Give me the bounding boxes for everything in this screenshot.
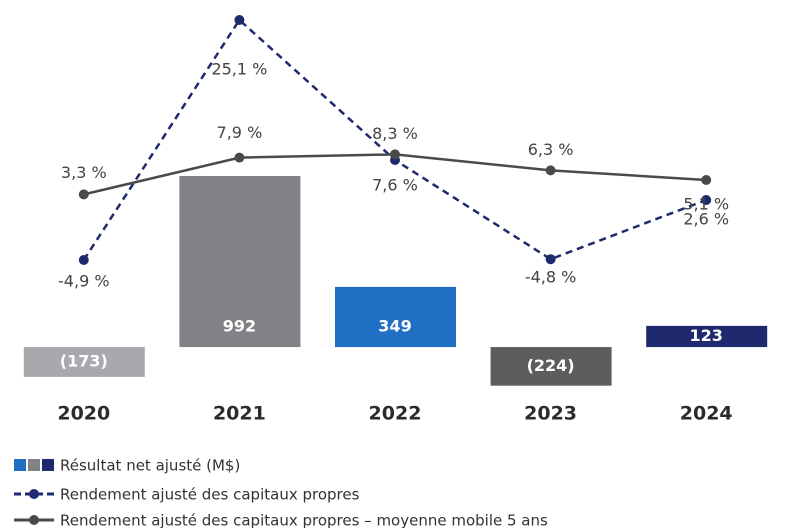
bar-value-label: (224) bbox=[527, 356, 575, 375]
bar bbox=[490, 347, 612, 386]
data-label: 5,1 % bbox=[683, 195, 729, 214]
bar bbox=[646, 325, 768, 348]
bar bbox=[179, 176, 301, 348]
legend-swatch bbox=[29, 515, 39, 525]
line-point bbox=[390, 149, 400, 160]
bar-value-label: (173) bbox=[60, 351, 108, 370]
bar-value-label: 349 bbox=[378, 317, 411, 336]
data-label: 6,3 % bbox=[528, 140, 574, 159]
x-tick-label: 2024 bbox=[680, 403, 733, 425]
data-label: 8,3 % bbox=[372, 124, 418, 143]
x-tick-label: 2023 bbox=[524, 403, 577, 425]
data-label: -4,8 % bbox=[525, 268, 577, 287]
data-label: 2,6 % bbox=[683, 210, 729, 229]
bar-value-label: 123 bbox=[689, 326, 722, 345]
line-point bbox=[701, 195, 712, 205]
legend-label: Rendement ajusté des capitaux propres bbox=[60, 486, 360, 504]
line-point bbox=[545, 254, 556, 265]
data-label: 3,3 % bbox=[61, 163, 107, 182]
legend-label: Rendement ajusté des capitaux propres – … bbox=[60, 512, 548, 528]
line-point bbox=[545, 165, 556, 176]
legend-swatch bbox=[14, 459, 26, 471]
bar bbox=[23, 347, 145, 377]
legend-swatch bbox=[42, 459, 54, 471]
data-label: 25,1 % bbox=[211, 60, 267, 79]
x-tick-label: 2020 bbox=[57, 403, 110, 425]
x-tick-label: 2021 bbox=[213, 403, 266, 425]
legend: Résultat net ajusté (M$) Rendement ajust… bbox=[14, 457, 548, 528]
data-label: -4,9 % bbox=[58, 272, 110, 291]
legend-label: Résultat net ajusté (M$) bbox=[60, 457, 240, 475]
bar bbox=[335, 286, 456, 348]
line-point bbox=[78, 189, 89, 200]
legend-swatch bbox=[28, 459, 40, 471]
line-point bbox=[701, 175, 712, 185]
data-label: 7,9 % bbox=[217, 123, 263, 142]
line-point bbox=[78, 255, 89, 265]
x-tick-label: 2022 bbox=[369, 403, 422, 425]
line-point bbox=[234, 15, 245, 25]
bar-value-label: 992 bbox=[223, 317, 256, 336]
data-label: 7,6 % bbox=[372, 176, 418, 195]
legend-swatch bbox=[29, 489, 39, 499]
line-point bbox=[234, 152, 245, 163]
